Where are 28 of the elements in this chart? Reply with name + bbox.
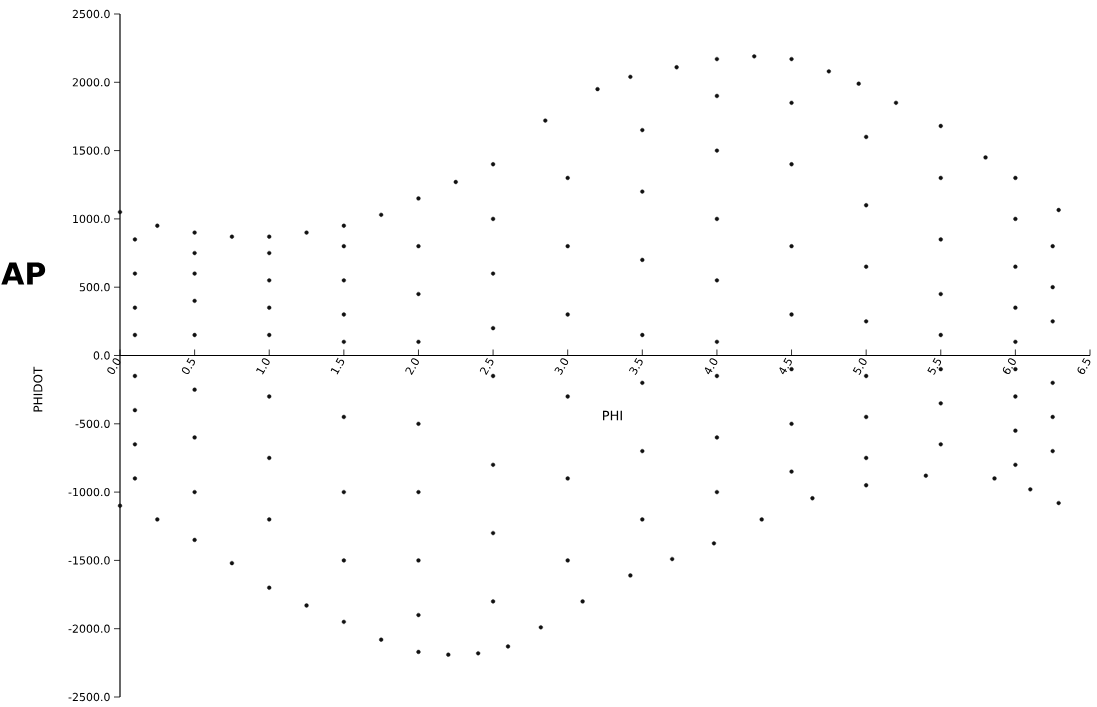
x-tick-label: 6.0 [1002, 358, 1016, 374]
y-tick-label: 500.0 [79, 283, 110, 292]
x-tick-label: 2.5 [479, 357, 494, 376]
x-tick-label: 4.5 [779, 357, 792, 375]
y-tick-label: -2500.0 [68, 692, 110, 702]
y-tick-label: 2500.0 [72, 9, 110, 19]
x-tick-label: 2.0 [405, 358, 419, 376]
x-tick-label: 6.5 [1077, 357, 1091, 374]
x-tick-label: 0.0 [107, 358, 121, 375]
y-tick-label: -1000.0 [68, 487, 110, 497]
y-tick-label: -1500.0 [68, 556, 110, 565]
x-tick-label: 3.0 [554, 358, 569, 375]
y-tick-label: 0.0 [93, 351, 110, 360]
x-tick-label: 5.5 [927, 357, 942, 375]
x-tick-label: 5.0 [852, 358, 867, 375]
x-tick-label: 3.5 [629, 357, 643, 375]
text: AP [1, 262, 46, 285]
x-tick-label: 0.5 [181, 357, 195, 375]
x-axis-title: PHI [603, 410, 622, 421]
y-tick-label: 1000.0 [73, 214, 110, 224]
x-tick-label: 1.0 [256, 358, 270, 375]
x-tick-label: 1.5 [330, 357, 345, 375]
y-axis-title: PHIDOT [33, 366, 43, 412]
y-tick-label: -500.0 [75, 419, 110, 428]
y-tick-label: 2000.0 [72, 78, 110, 87]
y-tick-label: 1500.0 [73, 146, 110, 155]
y-tick-label: -2000.0 [68, 624, 110, 633]
x-tick-label: 4.0 [704, 358, 718, 375]
